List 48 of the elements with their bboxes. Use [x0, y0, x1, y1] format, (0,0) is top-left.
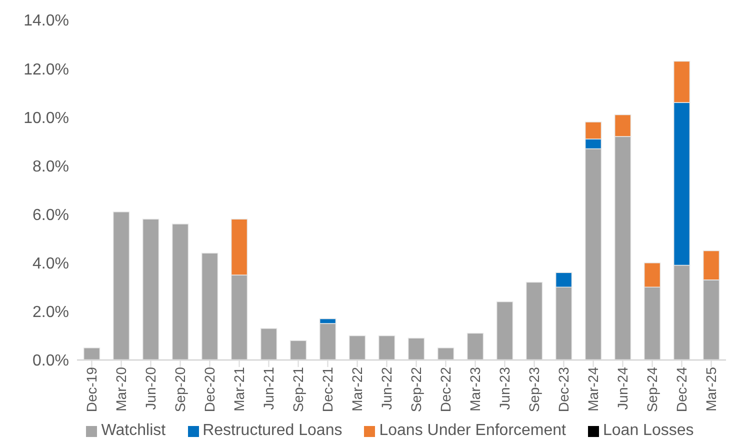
x-tick-label: Jun-24 — [614, 366, 631, 410]
y-tick-label: 10.0% — [24, 110, 69, 127]
x-tick-label: Mar-20 — [113, 366, 130, 412]
y-tick-label: 4.0% — [32, 256, 69, 273]
x-tick-label: Dec-20 — [202, 366, 218, 412]
x-tick-label: Jun-20 — [142, 366, 159, 410]
y-tick-label: 12.0% — [24, 61, 69, 78]
x-tick-label: Dec-22 — [438, 366, 454, 412]
x-tick-label: Jun-21 — [260, 366, 277, 410]
x-tick-label: Dec-21 — [320, 366, 336, 412]
x-tick-label: Mar-21 — [231, 366, 248, 412]
bar — [496, 301, 514, 360]
x-tick-label: Mar-23 — [467, 366, 484, 412]
bar — [290, 340, 307, 360]
bar — [83, 347, 100, 360]
bar — [201, 252, 218, 360]
bar — [348, 335, 366, 360]
x-tick-label: Dec-19 — [84, 366, 100, 412]
y-tick-label: 2.0% — [32, 304, 69, 322]
x-tick-label: Sep-24 — [644, 366, 660, 412]
x-tick-label: Sep-20 — [172, 366, 188, 412]
bar — [172, 224, 189, 360]
x-tick-label: Jun-22 — [378, 366, 395, 410]
y-tick-label: 14.0% — [24, 12, 69, 30]
bar — [466, 332, 484, 360]
x-tick-label: Sep-21 — [290, 366, 306, 412]
legend-label: Loans Under Enforcement — [379, 422, 566, 440]
x-tick-label: Jun-23 — [496, 366, 513, 410]
x-tick-label: Dec-24 — [674, 366, 690, 412]
bar — [142, 218, 160, 360]
bar — [408, 338, 425, 360]
legend-label: Restructured Loans — [202, 422, 342, 440]
bar — [378, 335, 396, 360]
x-tick-label: Mar-24 — [585, 366, 602, 412]
x-tick-label: Dec-23 — [556, 366, 572, 412]
y-tick-label: 6.0% — [32, 206, 69, 224]
x-tick-label: Sep-22 — [408, 366, 424, 412]
y-tick-label: 0.0% — [32, 352, 69, 370]
legend-label: Loan Losses — [603, 422, 694, 440]
bar — [260, 328, 278, 360]
x-tick-label: Mar-25 — [703, 366, 720, 412]
x-tick-label: Sep-23 — [526, 366, 542, 412]
legend-label: Watchlist — [101, 422, 166, 440]
bar — [112, 211, 130, 360]
bar — [526, 282, 543, 360]
y-tick-label: 8.0% — [32, 158, 69, 176]
x-tick-label: Mar-22 — [349, 366, 366, 412]
bar — [437, 347, 454, 360]
